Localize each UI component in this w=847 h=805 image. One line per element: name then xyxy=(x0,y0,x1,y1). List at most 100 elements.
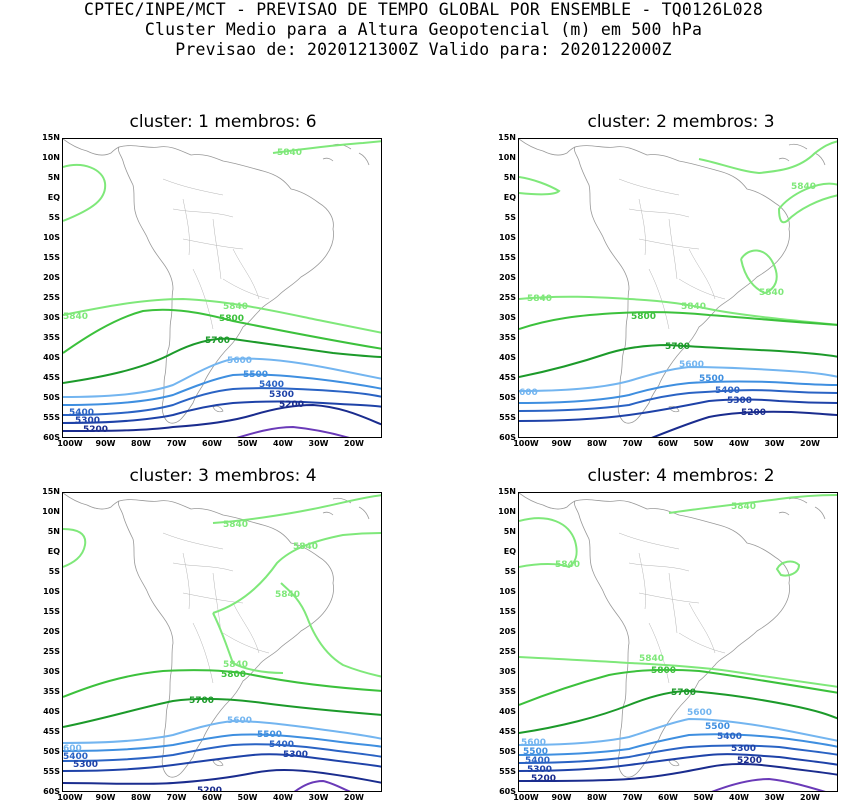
lon-tick-label: 30W xyxy=(764,439,785,448)
panel-2-label-5600: 5600 xyxy=(679,360,704,370)
panel-4-label-5400-w: 5400 xyxy=(525,756,550,766)
lat-tick-label: 15S xyxy=(499,253,516,262)
lat-tick-label: 5S xyxy=(504,213,516,222)
lon-tick-label: 70W xyxy=(622,793,643,802)
lat-tick-label: 15N xyxy=(42,487,60,496)
panel-4-label-5500: 5500 xyxy=(705,722,730,732)
lat-tick-label: 20S xyxy=(499,627,516,636)
lon-tick-label: 20W xyxy=(344,793,364,802)
lat-tick-label: 15S xyxy=(499,607,516,616)
panel-3-label-5800: 5800 xyxy=(221,670,246,680)
lat-tick-label: 60S xyxy=(43,787,60,796)
panel-1-lat-axis: 15N 10N 5N EQ 5S 10S 15S 20S 25S 30S 35S 40S 45S 50S 5… xyxy=(12,133,62,442)
panel-1-contours: 5840 5840 5840 5800 5700 5600 5500 5400 … xyxy=(63,139,381,437)
lat-tick-label: 40S xyxy=(43,707,60,716)
lon-tick-label: 50W xyxy=(693,439,714,448)
lat-tick-label: 50S xyxy=(499,747,516,756)
lat-tick-label: 5S xyxy=(48,567,60,576)
lat-tick-label: 40S xyxy=(499,353,516,362)
panel-1-title: cluster: 1 membros: 6 xyxy=(129,112,317,132)
lat-tick-label: 10S xyxy=(43,233,60,242)
lat-tick-label: 25S xyxy=(43,647,60,656)
lat-tick-label: 15S xyxy=(43,607,60,616)
panel-2-lon-axis: 100W 90W 80W 70W 60W 50W 40W 30W 20W xyxy=(513,439,847,451)
panel-4-label-5800: 5800 xyxy=(651,666,676,676)
lat-tick-label: EQ xyxy=(503,547,516,556)
panel-2-title: cluster: 2 membros: 3 xyxy=(587,112,775,132)
panel-3-label-5600: 5600 xyxy=(227,716,252,726)
lat-tick-label: 30S xyxy=(43,667,60,676)
lat-tick-label: 45S xyxy=(499,727,516,736)
lat-tick-label: 45S xyxy=(499,373,516,382)
panel-1-label-5840-a: 5840 xyxy=(277,148,302,158)
panel-3-contours: 5840 5840 5840 5840 5800 5700 5600 5500 … xyxy=(63,493,381,792)
panel-4-label-5200: 5200 xyxy=(737,756,762,766)
panel-1-label-5400-w: 5400 xyxy=(69,408,94,418)
panel-4-label-5600: 5600 xyxy=(687,708,712,718)
lat-tick-label: 5N xyxy=(47,173,60,182)
lat-tick-label: 30S xyxy=(43,313,60,322)
lon-tick-label: 80W xyxy=(131,793,151,802)
lat-tick-label: EQ xyxy=(503,193,516,202)
panel-3-label-5300-w: 5300 xyxy=(73,760,98,770)
lat-tick-label: 25S xyxy=(43,293,60,302)
lat-tick-label: 10S xyxy=(499,587,516,596)
panel-4-label-5200-w: 5200 xyxy=(531,774,556,784)
lon-tick-label: 30W xyxy=(764,793,785,802)
lon-tick-label: 90W xyxy=(95,439,116,448)
lat-tick-label: 60S xyxy=(499,787,516,796)
lon-tick-label: 60W xyxy=(658,793,678,802)
lon-tick-label: 70W xyxy=(622,439,643,448)
lat-tick-label: 5N xyxy=(503,527,516,536)
panel-4-label-5840-b: 5840 xyxy=(555,560,580,570)
lat-tick-label: 35S xyxy=(499,333,516,342)
panel-1-label-5800: 5800 xyxy=(219,314,244,324)
panel-3-label-5840-d: 5840 xyxy=(223,660,248,670)
lon-tick-label: 100W xyxy=(57,439,83,448)
lon-tick-label: 90W xyxy=(95,793,116,802)
panel-3-lat-axis: 15N 10N 5N EQ 5S 10S 15S 20S 25S 30S 35S 40S 45S 50S 5… xyxy=(12,487,62,796)
lon-tick-label: 60W xyxy=(658,439,678,448)
panel-2-label-5840-c: 5840 xyxy=(527,294,552,304)
lat-tick-label: 50S xyxy=(499,393,516,402)
lon-tick-label: 50W xyxy=(237,793,258,802)
panel-4-label-5500-w: 5500 xyxy=(523,747,548,757)
lat-tick-label: 15N xyxy=(498,133,516,142)
panel-3-lon-axis: 100W 90W 80W 70W 60W 50W 40W 30W 20W xyxy=(57,793,392,805)
header-line-3: Previsao de: 2020121300Z Valido para: 20… xyxy=(175,40,672,59)
lon-tick-label: 90W xyxy=(551,439,572,448)
lat-tick-label: 45S xyxy=(43,727,60,736)
lat-tick-label: 60S xyxy=(499,433,516,442)
lon-tick-label: 20W xyxy=(344,439,364,448)
panel-3-label-5840-a: 5840 xyxy=(223,520,248,530)
lat-tick-label: 30S xyxy=(499,313,516,322)
lat-tick-label: 60S xyxy=(43,433,60,442)
panel-4-label-5840-c: 5840 xyxy=(639,654,664,664)
lat-tick-label: 30S xyxy=(499,667,516,676)
lon-tick-label: 50W xyxy=(693,793,714,802)
panel-2-label-5840-a: 5840 xyxy=(791,182,816,192)
panel-1-label-5840-c: 5840 xyxy=(223,302,248,312)
lat-tick-label: 50S xyxy=(43,393,60,402)
panel-4-contours: 5840 5840 5840 5800 5700 5600 5500 5400 … xyxy=(519,493,837,791)
panel-4-label-5700: 5700 xyxy=(671,688,696,698)
lat-tick-label: 55S xyxy=(499,767,516,776)
panel-2-label-5200: 5200 xyxy=(741,408,766,418)
panel-1-label-5700: 5700 xyxy=(205,336,230,346)
panel-2-label-5700: 5700 xyxy=(665,342,690,352)
panel-3-label-5200: 5200 xyxy=(197,786,222,792)
lon-tick-label: 70W xyxy=(166,439,187,448)
lat-tick-label: 10N xyxy=(498,153,516,162)
lon-tick-label: 60W xyxy=(202,793,222,802)
lon-tick-label: 40W xyxy=(273,439,293,448)
lat-tick-label: 15N xyxy=(42,133,60,142)
lon-tick-label: 100W xyxy=(513,439,539,448)
lat-tick-label: 50S xyxy=(43,747,60,756)
panel-2-label-600-w: 600 xyxy=(519,388,538,398)
lat-tick-label: 55S xyxy=(43,413,60,422)
panel-1-label-5300: 5300 xyxy=(269,390,294,400)
header-line-1: CPTEC/INPE/MCT - PREVISAO DE TEMPO GLOBA… xyxy=(84,0,763,19)
header-line-2: Cluster Medio para a Altura Geopotencial… xyxy=(144,20,703,39)
lon-tick-label: 70W xyxy=(166,793,187,802)
lon-tick-label: 40W xyxy=(729,439,749,448)
